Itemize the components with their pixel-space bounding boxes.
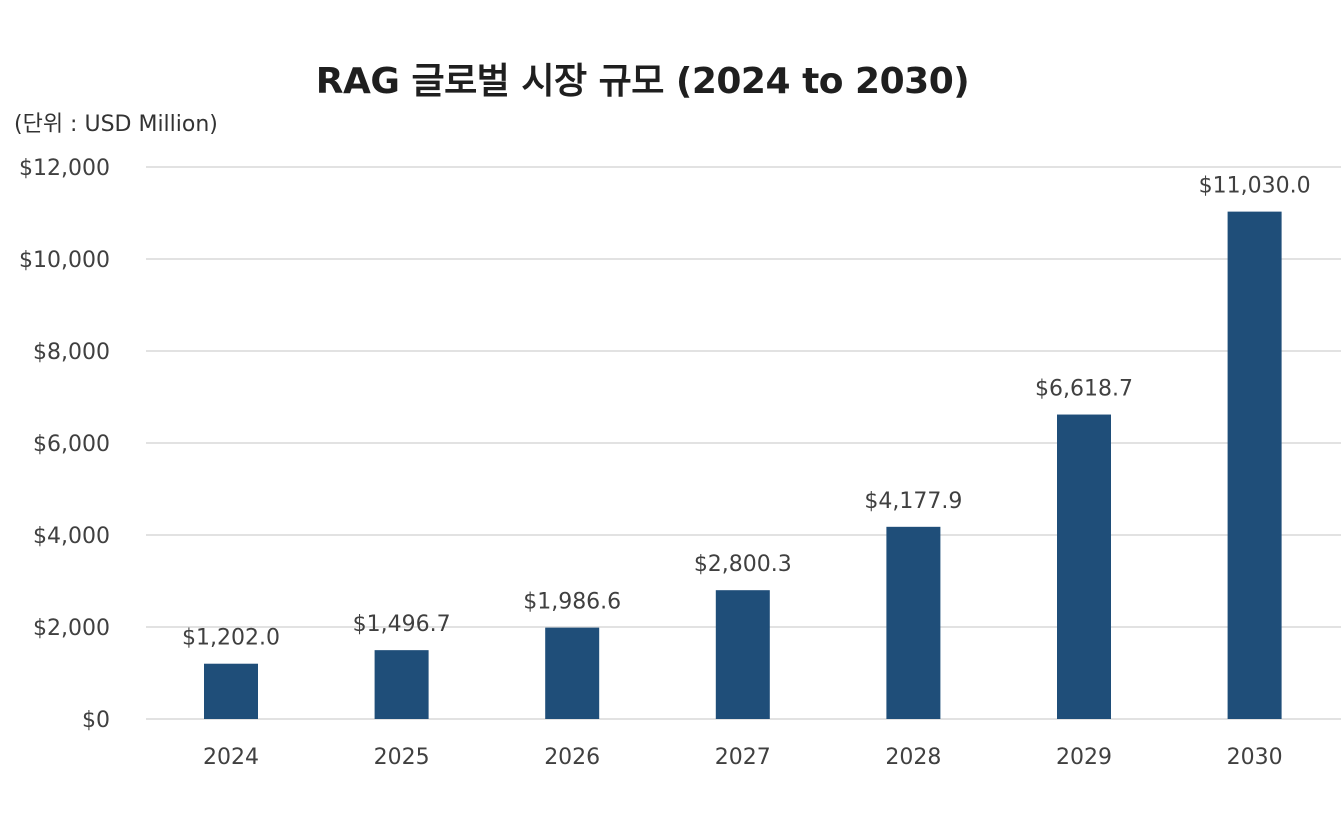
bars (204, 211, 1282, 719)
gridlines (146, 166, 1341, 720)
y-tick-label: $8,000 (33, 340, 110, 365)
x-tick-label: 2024 (203, 745, 259, 770)
bar-2028 (886, 526, 941, 719)
bar-2025 (374, 650, 429, 719)
y-axis-ticks: $0 $2,000 $4,000 $6,000 $8,000 $10,000 $12,000 (19, 156, 110, 733)
data-label: $1,986.6 (523, 590, 621, 615)
chart-title: RAG 글로벌 시장 규모 (2024 to 2030) (315, 61, 970, 102)
bar-2029 (1057, 414, 1111, 719)
data-label: $11,030.0 (1199, 174, 1311, 199)
x-axis-ticks: 2024 2025 2026 2027 2028 2029 2030 (203, 745, 1283, 770)
x-tick-label: 2025 (374, 745, 430, 770)
unit-label: (단위 : USD Million) (14, 112, 218, 137)
data-labels: $1,202.0 $1,496.7 $1,986.6 $2,800.3 $4,177.9… (182, 174, 1311, 651)
x-tick-label: 2029 (1056, 745, 1112, 770)
x-tick-label: 2027 (715, 745, 771, 770)
y-tick-label: $0 (82, 708, 110, 733)
data-label: $4,177.9 (864, 489, 962, 514)
y-tick-label: $2,000 (33, 616, 110, 641)
y-tick-label: $4,000 (33, 524, 110, 549)
bar-2027 (715, 590, 770, 719)
data-label: $6,618.7 (1035, 377, 1133, 402)
x-tick-label: 2030 (1227, 745, 1283, 770)
data-label: $2,800.3 (694, 552, 792, 577)
data-label: $1,202.0 (182, 626, 280, 651)
y-tick-label: $6,000 (33, 432, 110, 457)
bar-2026 (545, 627, 600, 719)
data-label: $1,496.7 (353, 612, 451, 637)
bar-2030 (1227, 211, 1282, 719)
y-tick-label: $10,000 (19, 248, 110, 273)
x-tick-label: 2028 (885, 745, 941, 770)
bar-2024 (204, 663, 258, 719)
x-tick-label: 2026 (544, 745, 600, 770)
y-tick-label: $12,000 (19, 156, 110, 181)
